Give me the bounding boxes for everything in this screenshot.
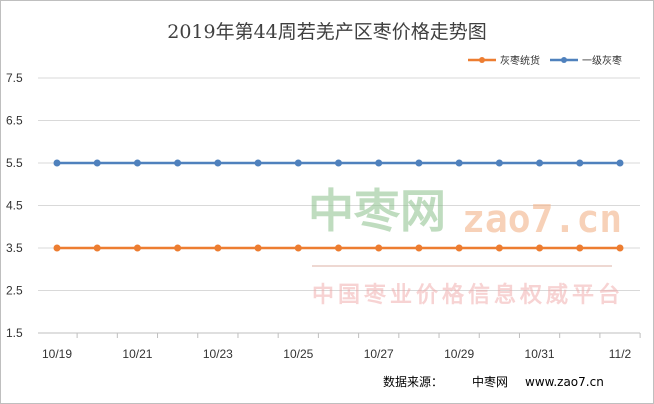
data-point (415, 159, 423, 167)
y-axis: 1.5 2.5 3.5 4.5 5.5 6.5 7.5 (6, 71, 23, 340)
x-tick-label: 10/29 (444, 347, 474, 361)
data-point (495, 159, 503, 167)
legend-label: 灰枣统货 (500, 54, 540, 67)
x-tick-label: 10/21 (122, 347, 152, 361)
x-tick-label: 10/31 (525, 347, 555, 361)
source-note: 数据来源： 中枣网 www.zao7.cn (383, 374, 604, 389)
data-point (455, 159, 463, 167)
legend: 灰枣统货 一级灰枣 (468, 54, 622, 67)
data-point (576, 159, 584, 167)
x-tick-label: 10/27 (364, 347, 394, 361)
y-tick-label: 2.5 (6, 284, 23, 298)
watermark-brand: 中枣网 (308, 184, 446, 238)
data-point (133, 244, 141, 252)
legend-label: 一级灰枣 (582, 54, 622, 67)
data-point (174, 159, 182, 167)
data-point (214, 244, 222, 252)
watermark-domain: zao7.cn (462, 197, 622, 241)
source-name: 中枣网 (472, 374, 508, 389)
watermark-subtitle: 中国枣业价格信息权威平台 (312, 282, 624, 308)
source-label: 数据来源： (383, 374, 443, 389)
y-tick-label: 3.5 (6, 241, 23, 255)
y-tick-label: 6.5 (6, 114, 23, 128)
data-point (455, 244, 463, 252)
data-point (53, 159, 61, 167)
legend-marker (479, 57, 485, 63)
x-tick-label: 10/25 (283, 347, 313, 361)
data-point (254, 159, 262, 167)
data-point (495, 244, 503, 252)
y-tick-label: 7.5 (6, 71, 23, 85)
data-point (174, 244, 182, 252)
source-url: www.zao7.cn (525, 375, 604, 389)
data-point (335, 244, 342, 252)
data-point (375, 244, 383, 252)
data-point (576, 244, 584, 252)
data-point (53, 244, 61, 252)
data-point (536, 244, 544, 252)
data-point (294, 244, 302, 252)
x-tick-label: 10/19 (42, 347, 72, 361)
x-axis: 10/19 10/21 10/23 10/25 10/27 10/29 10/31 11/2 (42, 333, 641, 361)
data-point (93, 244, 101, 252)
data-point (415, 244, 423, 252)
data-point (294, 159, 302, 167)
data-point (254, 244, 262, 252)
data-point (93, 159, 101, 167)
data-point (133, 159, 141, 167)
data-point (214, 159, 222, 167)
x-tick-label: 11/2 (609, 347, 632, 361)
y-tick-label: 1.5 (6, 326, 23, 340)
legend-marker (561, 57, 567, 63)
data-point (375, 159, 383, 167)
data-point (616, 244, 624, 252)
chart-title: 2019年第44周若羌产区枣价格走势图 (167, 21, 487, 43)
data-point (536, 159, 544, 167)
y-tick-label: 4.5 (6, 199, 23, 213)
data-point (335, 159, 342, 167)
y-tick-label: 5.5 (6, 156, 23, 170)
data-point (616, 159, 624, 167)
x-tick-label: 10/23 (203, 347, 233, 361)
series-layer (53, 159, 624, 252)
watermark: 中枣网 zao7.cn 中国枣业价格信息权威平台 (308, 184, 624, 308)
